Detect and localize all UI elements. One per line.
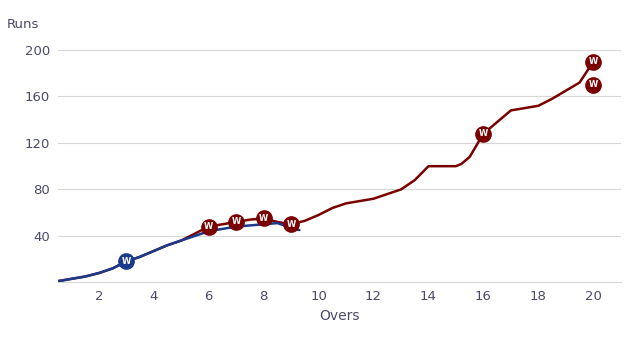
- Text: W: W: [122, 257, 131, 266]
- Text: W: W: [479, 129, 488, 138]
- Text: Runs: Runs: [7, 18, 39, 31]
- Text: W: W: [589, 80, 598, 89]
- X-axis label: Overs: Overs: [319, 308, 360, 323]
- Text: W: W: [204, 222, 213, 231]
- Text: W: W: [287, 220, 296, 229]
- Text: W: W: [259, 214, 268, 223]
- Text: W: W: [232, 218, 241, 227]
- Text: W: W: [589, 57, 598, 66]
